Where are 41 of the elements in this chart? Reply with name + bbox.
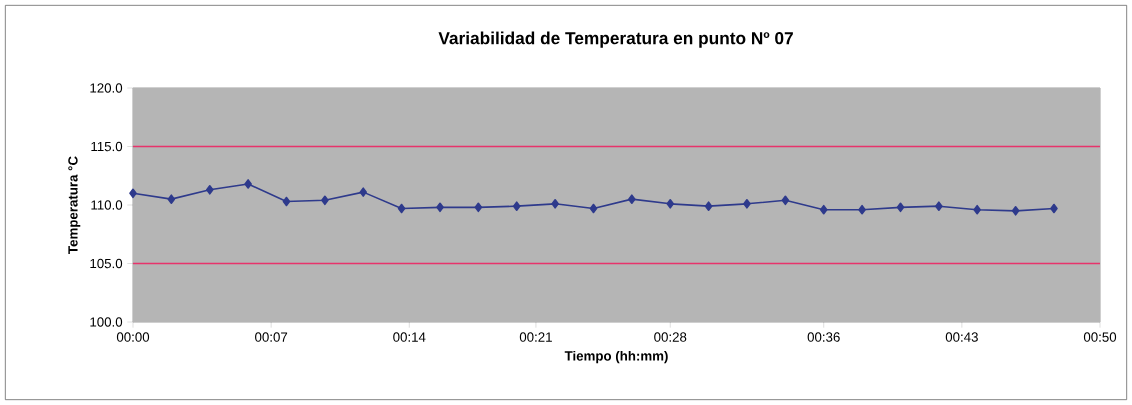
y-tick-label: 105.0	[90, 258, 123, 269]
y-tick-label: 115.0	[91, 141, 123, 152]
y-axis-title: Temperatura °C	[68, 156, 81, 254]
point	[205, 184, 214, 195]
point	[628, 194, 636, 204]
point	[359, 187, 368, 197]
point	[589, 203, 598, 214]
y-tick-label: 100.0	[90, 317, 123, 327]
x-tick-label: 00:50	[1083, 332, 1117, 342]
point	[781, 195, 790, 206]
point	[436, 202, 444, 213]
point	[896, 202, 905, 213]
point	[129, 188, 137, 199]
point	[935, 201, 943, 211]
point	[282, 196, 291, 207]
chart-title: Variabilidad de Temperatura en punto Nº 07	[438, 31, 793, 48]
x-tick-label: 00:07	[255, 332, 288, 342]
point	[512, 201, 521, 211]
y-tick-label: 110.0	[91, 200, 123, 210]
x-tick-label: 00:00	[116, 332, 150, 342]
point	[819, 204, 828, 215]
point	[1011, 206, 1020, 216]
point	[704, 201, 713, 211]
point	[167, 194, 176, 204]
point	[973, 204, 981, 215]
point	[397, 203, 406, 214]
x-tick-label: 00:36	[807, 332, 840, 342]
point	[474, 202, 483, 213]
point	[321, 195, 329, 206]
x-tick-label: 00:14	[393, 332, 426, 342]
point	[858, 204, 866, 215]
x-tick-label: 00:43	[945, 332, 978, 342]
x-axis-title: Tiempo (hh:mm)	[564, 350, 668, 364]
point	[743, 199, 751, 209]
x-tick-label: 00:28	[654, 332, 687, 342]
point	[551, 199, 559, 209]
point	[244, 179, 252, 189]
point	[1050, 203, 1058, 214]
point	[666, 199, 675, 209]
y-tick-label: 120.0	[90, 83, 123, 93]
x-tick-label: 00:21	[519, 332, 552, 342]
